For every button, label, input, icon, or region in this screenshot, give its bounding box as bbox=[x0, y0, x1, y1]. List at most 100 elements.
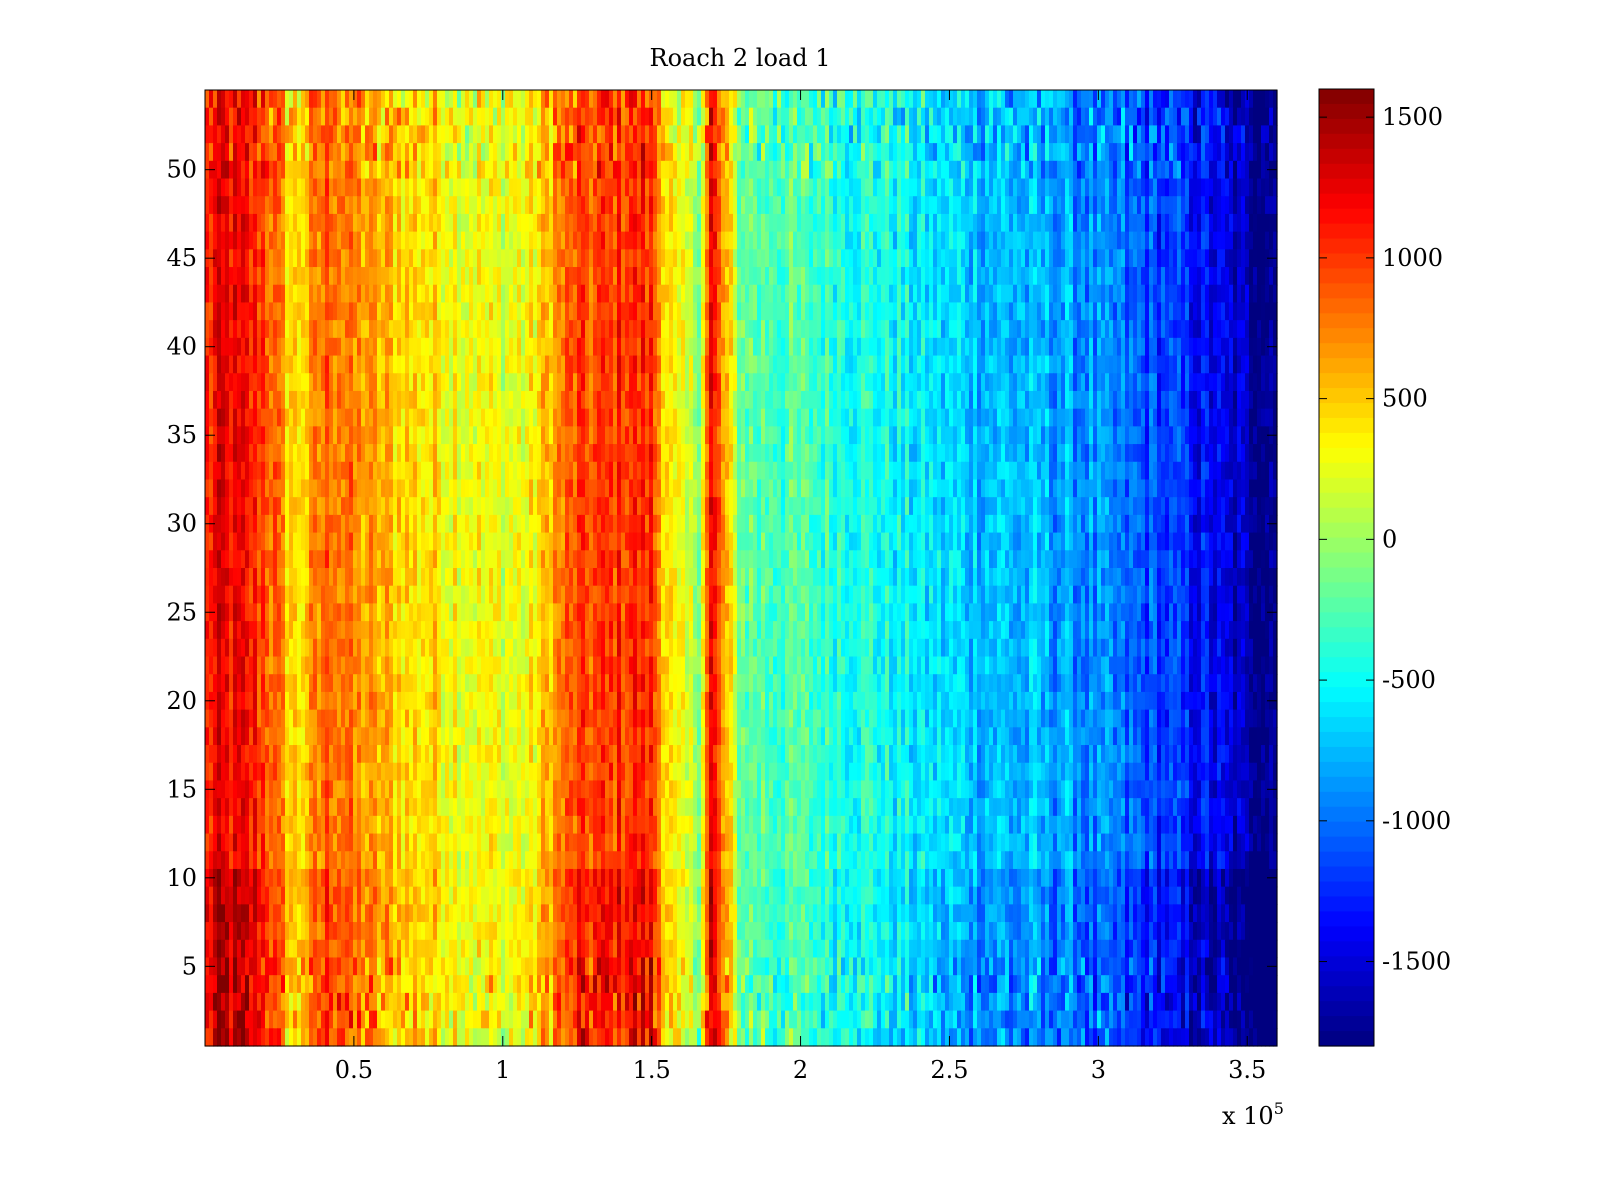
heatmap-cell bbox=[1149, 196, 1154, 215]
heatmap-cell bbox=[541, 320, 546, 339]
heatmap-cell bbox=[633, 302, 638, 321]
heatmap-cell bbox=[609, 390, 614, 410]
heatmap-cell bbox=[1005, 302, 1010, 321]
heatmap-cell bbox=[641, 143, 646, 162]
heatmap-cell bbox=[1265, 213, 1270, 233]
heatmap-cell bbox=[541, 125, 546, 144]
heatmap-cell bbox=[1145, 267, 1150, 286]
heatmap-cell bbox=[413, 355, 418, 374]
heatmap-cell bbox=[541, 249, 546, 268]
heatmap-cell bbox=[525, 90, 530, 109]
heatmap-cell bbox=[705, 284, 710, 304]
heatmap-cell bbox=[1041, 125, 1046, 144]
heatmap-cell bbox=[1173, 213, 1178, 233]
heatmap-cell bbox=[577, 107, 582, 126]
heatmap-cell bbox=[553, 302, 558, 321]
heatmap-cell bbox=[861, 284, 866, 304]
heatmap-cell bbox=[1045, 125, 1050, 144]
heatmap-cell bbox=[1137, 143, 1142, 162]
heatmap-cell bbox=[581, 267, 586, 286]
heatmap-cell bbox=[1225, 390, 1230, 410]
heatmap-cell bbox=[709, 125, 714, 144]
heatmap-cell bbox=[1009, 267, 1014, 286]
heatmap-cell bbox=[977, 125, 982, 144]
heatmap-cell bbox=[205, 143, 210, 162]
heatmap-cell bbox=[477, 355, 482, 374]
heatmap-cell bbox=[833, 231, 838, 250]
heatmap-cell bbox=[717, 160, 722, 180]
heatmap-cell bbox=[801, 284, 806, 304]
heatmap-cell bbox=[381, 302, 386, 321]
heatmap-cell bbox=[1049, 90, 1054, 109]
heatmap-cell bbox=[1033, 196, 1038, 215]
heatmap-cell bbox=[717, 284, 722, 304]
heatmap-cell bbox=[1201, 267, 1206, 286]
heatmap-cell bbox=[521, 107, 526, 126]
heatmap-cell bbox=[457, 408, 462, 427]
heatmap-cell bbox=[577, 143, 582, 162]
heatmap-cell bbox=[597, 337, 602, 357]
heatmap-cell bbox=[889, 390, 894, 410]
heatmap-cell bbox=[665, 390, 670, 410]
heatmap-cell bbox=[541, 267, 546, 286]
heatmap-cell bbox=[473, 267, 478, 286]
heatmap-cell bbox=[701, 302, 706, 321]
heatmap-cell bbox=[441, 390, 446, 410]
heatmap-cell bbox=[889, 125, 894, 144]
heatmap-cell bbox=[933, 231, 938, 250]
heatmap-cell bbox=[245, 160, 250, 180]
heatmap-cell bbox=[269, 213, 274, 233]
heatmap-cell bbox=[1189, 125, 1194, 144]
heatmap-cell bbox=[613, 373, 618, 392]
heatmap-cell bbox=[789, 373, 794, 392]
heatmap-cell bbox=[349, 160, 354, 180]
heatmap-cell bbox=[621, 143, 626, 162]
heatmap-cell bbox=[333, 267, 338, 286]
heatmap-cell bbox=[593, 143, 598, 162]
heatmap-cell bbox=[745, 90, 750, 109]
heatmap-cell bbox=[737, 125, 742, 144]
heatmap-cell bbox=[453, 196, 458, 215]
heatmap-cell bbox=[1145, 90, 1150, 109]
heatmap-cell bbox=[373, 284, 378, 304]
heatmap-cell bbox=[317, 196, 322, 215]
heatmap-cell bbox=[1097, 337, 1102, 357]
heatmap-cell bbox=[545, 90, 550, 109]
heatmap-cell bbox=[897, 249, 902, 268]
heatmap-cell bbox=[893, 320, 898, 339]
heatmap-cell bbox=[453, 249, 458, 268]
heatmap-cell bbox=[1089, 337, 1094, 357]
heatmap-cell bbox=[389, 249, 394, 268]
heatmap-cell bbox=[869, 143, 874, 162]
heatmap-cell bbox=[665, 320, 670, 339]
heatmap-cell bbox=[1065, 125, 1070, 144]
heatmap-cell bbox=[629, 337, 634, 357]
heatmap-cell bbox=[1081, 249, 1086, 268]
heatmap-cell bbox=[1165, 302, 1170, 321]
heatmap-cell bbox=[1001, 390, 1006, 410]
heatmap-cell bbox=[1257, 302, 1262, 321]
heatmap-cell bbox=[569, 160, 574, 180]
heatmap-cell bbox=[709, 320, 714, 339]
heatmap-cell bbox=[761, 196, 766, 215]
heatmap-cell bbox=[581, 125, 586, 144]
heatmap-cell bbox=[1061, 390, 1066, 410]
heatmap-cell bbox=[1189, 302, 1194, 321]
heatmap-cell bbox=[829, 231, 834, 250]
heatmap-cell bbox=[797, 355, 802, 374]
heatmap-cell bbox=[433, 196, 438, 215]
heatmap-cell bbox=[1073, 249, 1078, 268]
heatmap-cell bbox=[1045, 249, 1050, 268]
heatmap-cell bbox=[1017, 249, 1022, 268]
heatmap-cell bbox=[1149, 320, 1154, 339]
heatmap-cell bbox=[1105, 107, 1110, 126]
heatmap-cell bbox=[929, 302, 934, 321]
heatmap-cell bbox=[361, 390, 366, 410]
heatmap-cell bbox=[289, 373, 294, 392]
heatmap-cell bbox=[297, 373, 302, 392]
heatmap-cell bbox=[777, 320, 782, 339]
heatmap-cell bbox=[317, 231, 322, 250]
heatmap-cell bbox=[833, 408, 838, 427]
heatmap-cell bbox=[333, 143, 338, 162]
heatmap-cell bbox=[721, 90, 726, 109]
